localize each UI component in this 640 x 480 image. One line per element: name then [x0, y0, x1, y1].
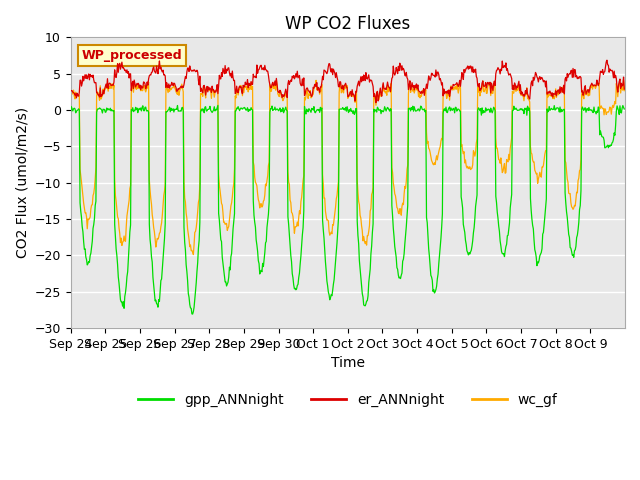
Title: WP CO2 Fluxes: WP CO2 Fluxes	[285, 15, 410, 33]
X-axis label: Time: Time	[331, 356, 365, 370]
Legend: gpp_ANNnight, er_ANNnight, wc_gf: gpp_ANNnight, er_ANNnight, wc_gf	[132, 387, 563, 412]
Y-axis label: CO2 Flux (umol/m2/s): CO2 Flux (umol/m2/s)	[15, 107, 29, 258]
Text: WP_processed: WP_processed	[82, 49, 182, 62]
